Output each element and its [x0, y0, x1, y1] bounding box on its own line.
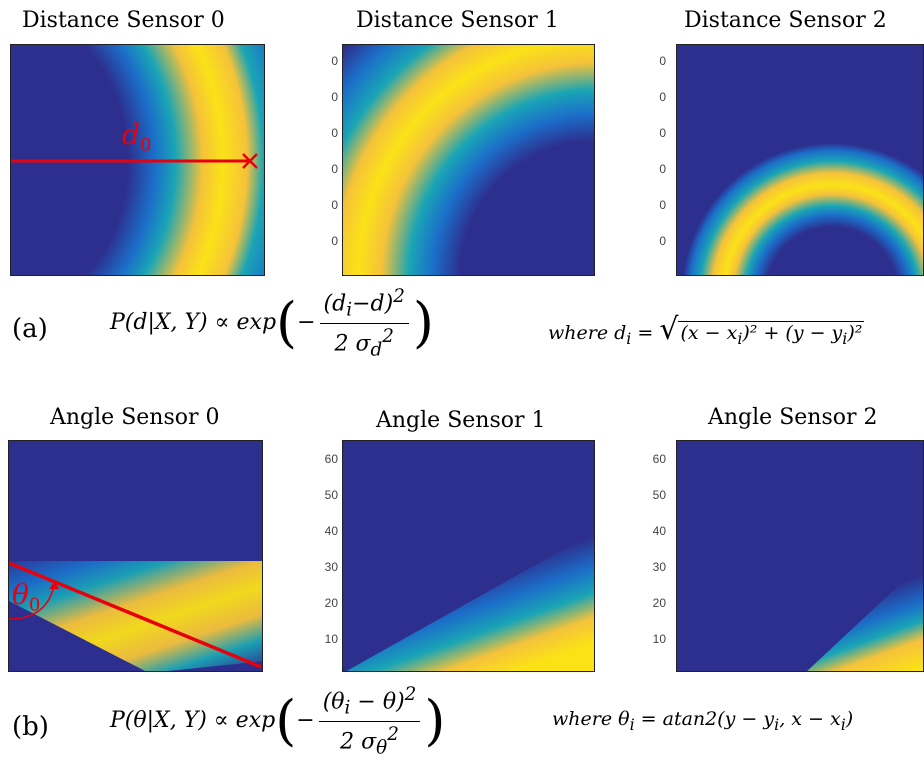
figure-label-b: (b): [12, 712, 49, 742]
distance-sensor-0-title: Distance Sensor 0: [22, 8, 225, 33]
distance-sensor-2-title: Distance Sensor 2: [684, 8, 887, 33]
angle-sensor-0-title: Angle Sensor 0: [50, 405, 220, 430]
distance-definition: where di = √ (x − xi)² + (y − yi)²: [548, 312, 865, 348]
angle-sensor-1-title: Angle Sensor 1: [376, 408, 546, 433]
angle-sensor-2-title: Angle Sensor 2: [708, 405, 878, 430]
distance-annotation: d0: [122, 118, 152, 156]
angle-definition: where θi = atan2(y − yi, x − xi): [552, 708, 854, 734]
target-cross-icon: [242, 153, 258, 169]
angle-likelihood-equation: P(θ|X, Y) ∝ exp(− (θi − θ)2 2 σθ2): [110, 684, 446, 759]
distance-sensor-1-heatmap: [342, 44, 595, 276]
angle-line: [9, 561, 262, 669]
distance-sensor-0-heatmap: [10, 44, 265, 276]
angle-annotation: θ0: [12, 578, 41, 616]
distance-sensor-1-title: Distance Sensor 1: [356, 8, 559, 33]
distance-sensor-2-heatmap: [676, 44, 924, 276]
distance-likelihood-equation: P(d|X, Y) ∝ exp(− (di−d)2 2 σd2): [110, 286, 434, 361]
figure-label-a: (a): [12, 314, 48, 344]
angle-sensor-2-heatmap: [676, 440, 924, 672]
angle-sensor-0-heatmap: [8, 440, 263, 672]
angle-sensor-1-heatmap: [342, 440, 595, 672]
